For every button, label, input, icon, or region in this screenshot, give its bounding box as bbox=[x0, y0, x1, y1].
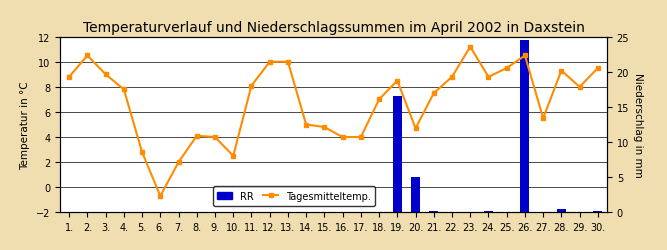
Y-axis label: Niederschlag in mm: Niederschlag in mm bbox=[633, 73, 643, 177]
Bar bbox=[593, 211, 602, 212]
Bar bbox=[520, 41, 530, 212]
Bar bbox=[430, 211, 438, 212]
Bar bbox=[393, 97, 402, 212]
Title: Temperaturverlauf und Niederschlagssummen im April 2002 in Daxstein: Temperaturverlauf und Niederschlagssumme… bbox=[83, 21, 584, 35]
Y-axis label: Temperatur in °C: Temperatur in °C bbox=[21, 81, 31, 169]
Bar bbox=[557, 209, 566, 212]
Bar bbox=[411, 178, 420, 212]
Legend: RR, Tagesmitteltemp.: RR, Tagesmitteltemp. bbox=[213, 186, 376, 206]
Bar bbox=[484, 211, 493, 212]
